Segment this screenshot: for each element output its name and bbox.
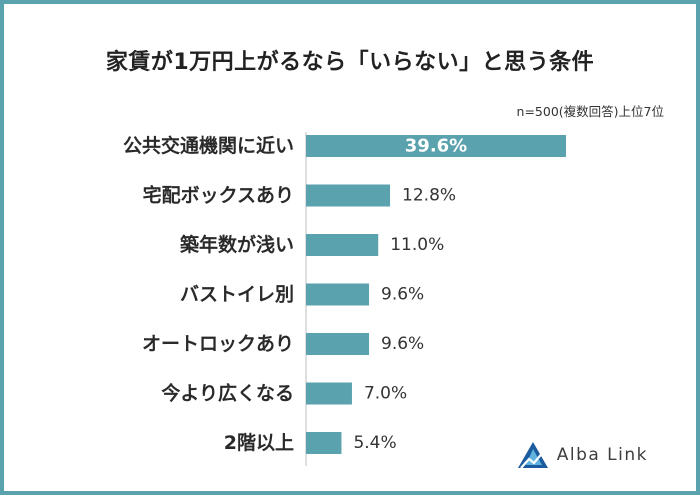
bar-chart: 公共交通機関に近い 39.6% 宅配ボックスあり 12.8% 築年数が浅い 11.0% バス… [123,132,566,466]
category-label: オートロックあり [142,333,294,355]
bar [306,234,379,256]
value-label: 9.6% [381,285,424,305]
bar [306,283,370,306]
value-label: 12.8% [402,186,456,206]
logo-text: Alba Link [556,445,648,465]
category-label: バストイレ別 [180,284,294,306]
category-label: 公共交通機関に近い [123,134,294,157]
value-label: 7.0% [364,384,407,404]
bar [306,184,391,207]
bar [306,333,370,355]
alba-link-logo-icon [517,442,548,469]
bars-group: 公共交通機関に近い 39.6% 宅配ボックスあり 12.8% 築年数が浅い 11.0% バス… [123,134,566,454]
sample-note: n=500(複数回答)上位7位 [516,104,664,119]
value-label: 5.4% [353,433,396,453]
bar [306,135,566,157]
category-label: 築年数が浅い [179,233,294,256]
value-label: 39.6% [405,136,467,157]
brand-logo: Alba Link [517,441,648,469]
value-label: 9.6% [381,334,424,354]
category-label: 宅配ボックスあり [143,184,294,207]
bar [306,382,352,405]
category-label: 今より広くなる [160,382,294,405]
value-label: 11.0% [390,235,444,255]
chart-title: 家賃が1万円上がるなら「いらない」と思う条件 [105,50,595,75]
bar [306,432,342,454]
category-label: 2階以上 [224,432,294,454]
